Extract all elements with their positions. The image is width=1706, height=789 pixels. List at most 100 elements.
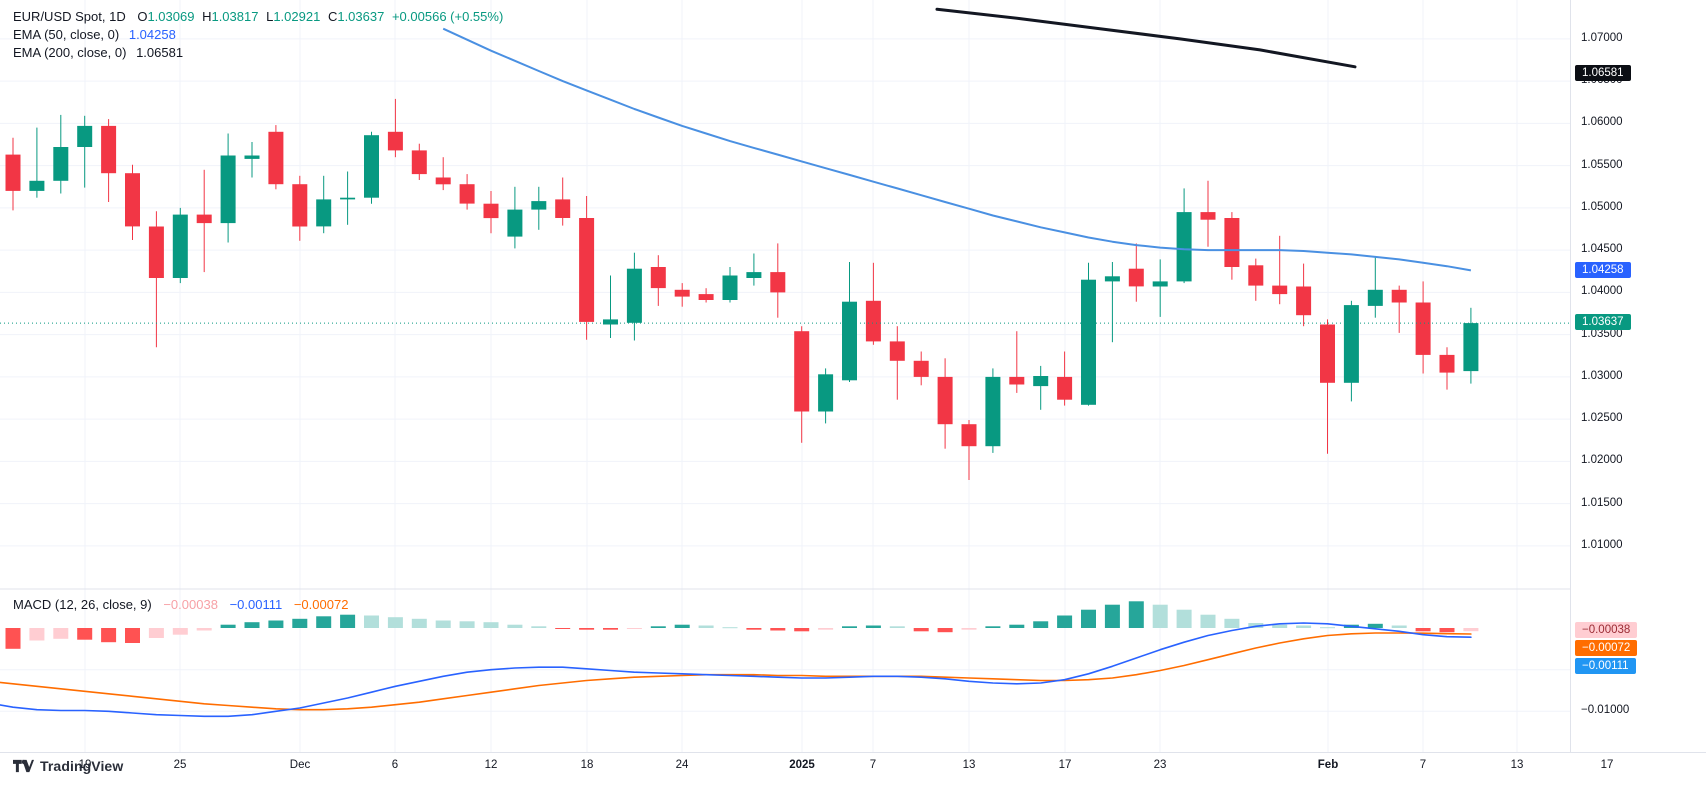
macd-histogram-bar — [411, 618, 427, 628]
candle-body — [1439, 354, 1455, 373]
candle-body — [148, 226, 164, 278]
macd-histogram-bar — [1104, 604, 1120, 628]
candle-body — [53, 147, 69, 181]
time-axis-label: 18 — [580, 759, 594, 771]
candle-body — [101, 125, 117, 174]
candle-body — [913, 360, 929, 377]
candle-body — [364, 135, 379, 198]
time-axis-label: 25 — [173, 759, 187, 771]
candle-body — [77, 125, 93, 147]
main-series-legend[interactable]: EUR/USD Spot, 1D O1.03069 H1.03817 L1.02… — [13, 8, 507, 62]
candle-body — [1057, 376, 1073, 400]
macd-axis-label: −0.01000 — [1581, 704, 1630, 717]
macd-histogram-bar — [459, 621, 475, 628]
ema200-legend-row[interactable]: EMA (200, close, 0) 1.06581 — [13, 44, 507, 62]
time-axis[interactable]: 19 25 Dec 6 12 18 24 2025 7 13 17 23 Feb 7 13 17 — [0, 752, 1706, 779]
candle-body — [1033, 376, 1049, 387]
low-value: 1.02921 — [273, 9, 321, 24]
candle-body — [674, 289, 690, 297]
candle-body — [435, 177, 451, 185]
macd-histogram-bar — [29, 628, 45, 641]
candle-body — [1009, 376, 1025, 385]
macd-histogram-bar — [340, 614, 356, 628]
macd-histogram-bar — [172, 628, 188, 635]
macd-histogram-bar — [626, 628, 642, 629]
macd-histogram-bar — [1057, 615, 1073, 628]
symbol-title: EUR/USD Spot, 1D — [13, 9, 126, 24]
macd-histogram-bar — [1320, 627, 1335, 629]
candle-body — [650, 267, 666, 289]
macd-histogram-bar — [865, 625, 881, 628]
time-axis-label: 2025 — [789, 759, 815, 771]
macd-histogram-bar — [1033, 621, 1049, 628]
macd-histogram-bar — [650, 626, 666, 628]
low-key: L — [266, 9, 274, 24]
change-value: +0.00566 (+0.55%) — [391, 9, 504, 24]
candle-body — [172, 214, 188, 278]
candle-body — [818, 374, 834, 412]
macd-histogram-bar — [507, 624, 523, 628]
ema50-label: EMA (50, close, 0) — [13, 27, 120, 42]
candle-body — [985, 376, 1001, 447]
macd-histogram-bar — [579, 628, 595, 630]
candle-body — [794, 331, 810, 412]
candle-body — [1296, 286, 1312, 316]
macd-histogram-bar — [961, 628, 977, 630]
candle-body — [1200, 212, 1216, 220]
time-axis-label: 12 — [484, 759, 498, 771]
candle-body — [746, 272, 762, 278]
price-axis-label: 1.06000 — [1581, 116, 1623, 129]
time-axis-label: 23 — [1153, 759, 1167, 771]
macd-histogram-bar — [1272, 624, 1288, 628]
ema200-price-badge: 1.06581 — [1575, 65, 1631, 82]
time-axis-label: 19 — [78, 759, 92, 771]
macd-signal-value: −0.00072 — [293, 597, 349, 612]
macd-histogram-bar — [1200, 614, 1216, 628]
macd-histogram-bar — [1439, 628, 1455, 633]
macd-signal-badge: −0.00072 — [1575, 640, 1638, 656]
macd-histogram-bar — [794, 628, 810, 632]
time-axis-label: 17 — [1058, 759, 1072, 771]
macd-histogram-bar — [985, 626, 1001, 628]
tradingview-watermark-text: TradingView — [40, 758, 124, 774]
candle-body — [1224, 218, 1240, 267]
ema200-label: EMA (200, close, 0) — [13, 45, 127, 60]
open-key: O — [137, 9, 148, 24]
ema50-value: 1.04258 — [128, 27, 176, 42]
macd-histogram-bar — [889, 626, 905, 628]
high-key: H — [202, 9, 212, 24]
current-price-badge: 1.03637 — [1575, 314, 1631, 331]
candle-body — [1391, 289, 1407, 303]
symbol-legend-row[interactable]: EUR/USD Spot, 1D O1.03069 H1.03817 L1.02… — [13, 8, 507, 26]
macd-histogram-bar — [196, 628, 212, 631]
close-key: C — [327, 9, 338, 24]
candle-body — [196, 214, 212, 224]
macd-histogram-bar — [220, 624, 236, 628]
tradingview-watermark[interactable]: TradingView — [13, 758, 123, 774]
macd-histogram-bar — [722, 627, 738, 629]
macd-histogram-bar — [937, 628, 953, 633]
price-axis-label: 1.01000 — [1581, 538, 1623, 551]
candle-body — [1343, 305, 1359, 383]
macd-histogram-bar — [1081, 609, 1096, 628]
candle-body — [1272, 285, 1288, 295]
time-axis-label: 24 — [675, 759, 689, 771]
macd-histogram-bar — [1367, 623, 1383, 628]
macd-histogram-bar — [53, 628, 69, 639]
candle-body — [961, 424, 977, 447]
candle-body — [698, 294, 714, 300]
candle-body — [555, 199, 571, 218]
price-axis-label: 1.02500 — [1581, 412, 1623, 425]
candle-body — [531, 201, 547, 210]
price-axis-label: 1.05000 — [1581, 200, 1623, 213]
macd-legend[interactable]: MACD (12, 26, close, 9) −0.00038 −0.0011… — [13, 596, 348, 614]
candle-body — [125, 173, 140, 227]
macd-histogram-bar — [555, 628, 571, 629]
macd-histogram-bar — [148, 628, 164, 638]
ema50-legend-row[interactable]: EMA (50, close, 0) 1.04258 — [13, 26, 507, 44]
ema200-line — [935, 7, 1357, 69]
price-axis[interactable]: 1.070001.065001.060001.055001.050001.045… — [1570, 0, 1706, 752]
macd-histogram-bar — [1009, 624, 1025, 628]
